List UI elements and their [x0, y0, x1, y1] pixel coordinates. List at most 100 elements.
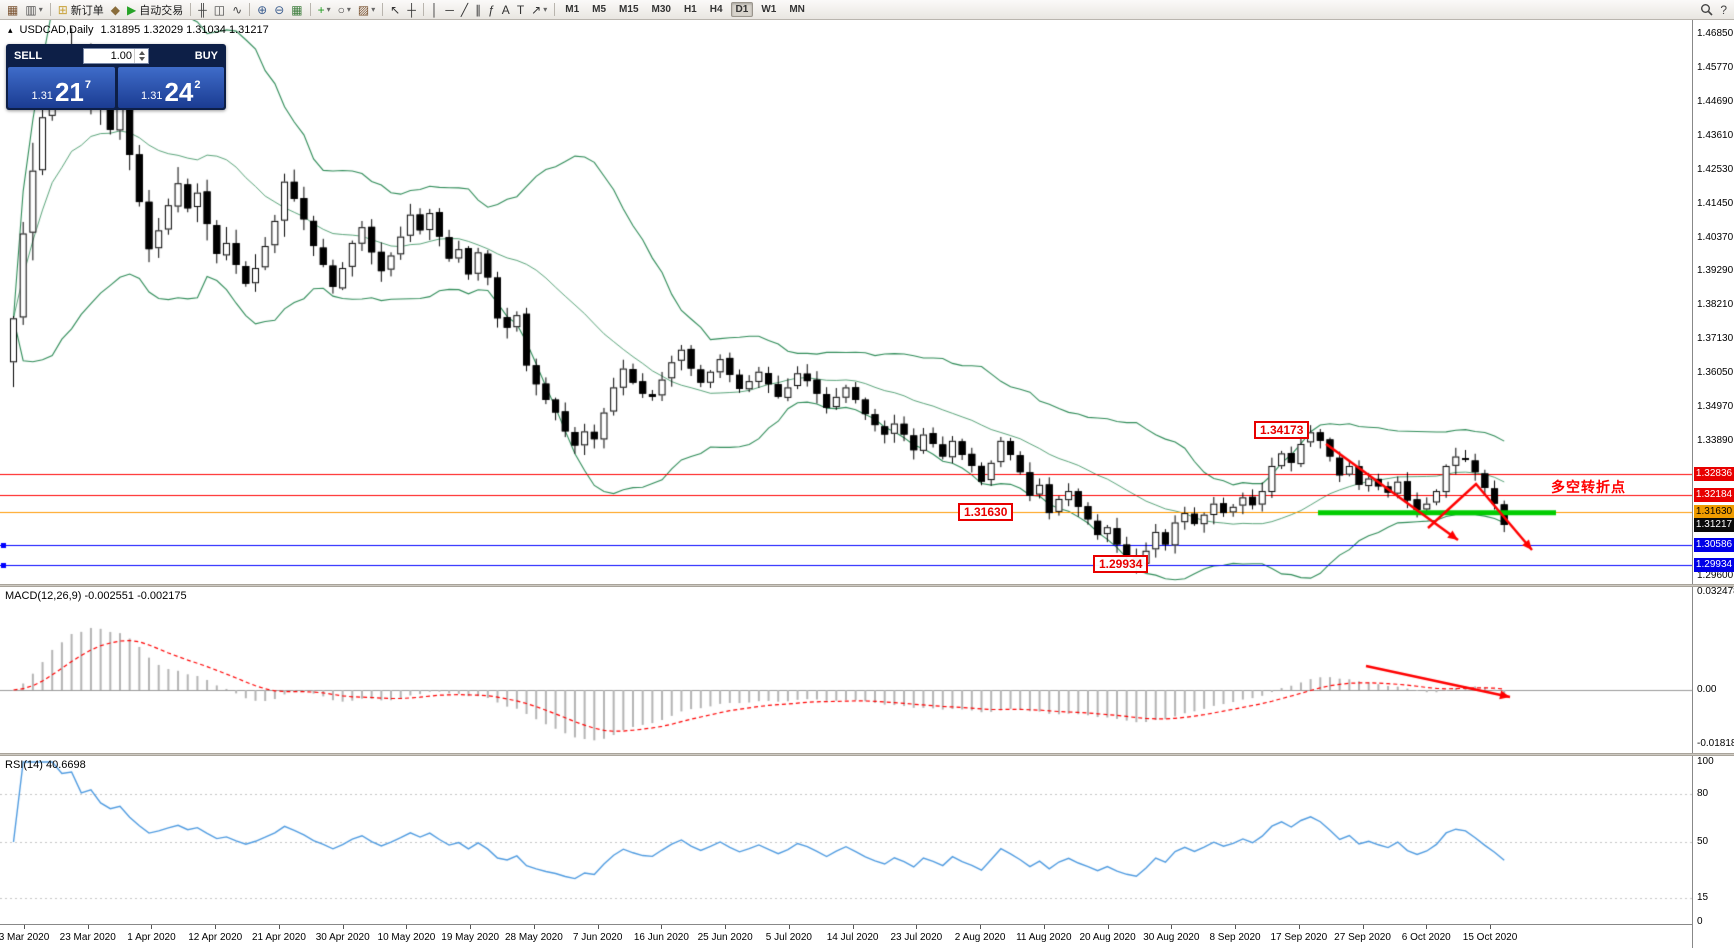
rsi-canvas[interactable]	[0, 756, 1692, 924]
date-label: 3 Mar 2020	[0, 932, 50, 943]
date-label: 7 Jun 2020	[572, 932, 623, 943]
macd-scale-label: 0.032478	[1697, 586, 1734, 597]
search-icon[interactable]	[1697, 1, 1716, 18]
price-tick: 1.46850	[1697, 28, 1734, 39]
autotrading-button[interactable]: ▶ 自动交易	[127, 2, 184, 17]
date-tick	[1490, 925, 1492, 929]
date-tick	[1298, 925, 1300, 929]
date-tick	[1362, 925, 1364, 929]
volume-spinner	[134, 49, 148, 63]
price-tick: 1.36050	[1697, 367, 1734, 379]
timeframe-h4[interactable]: H4	[709, 4, 723, 15]
macd-scale-label: -0.018182	[1697, 738, 1734, 749]
channel-icon[interactable]: ∥	[475, 2, 482, 17]
date-tick	[980, 925, 982, 929]
date-label: 11 Aug 2020	[1016, 932, 1072, 943]
timeframe-m15[interactable]: M15	[619, 4, 639, 15]
candlestick-icon[interactable]: ◫	[213, 2, 226, 17]
horizontal-line-icon[interactable]: ─	[445, 2, 454, 17]
toolbar-separator	[309, 3, 311, 16]
date-label: 1 Apr 2020	[127, 932, 176, 943]
price-annotation-134173[interactable]: 1.34173	[1254, 421, 1310, 439]
timeframe-d1[interactable]: D1	[730, 2, 754, 17]
macd-canvas[interactable]	[0, 587, 1692, 753]
price-tick: 1.38210	[1697, 299, 1734, 311]
rsi-scale-label: 100	[1697, 756, 1714, 767]
date-tick	[1171, 925, 1173, 929]
vertical-line-icon[interactable]: │	[430, 2, 439, 17]
price-tick: 1.41450	[1697, 197, 1734, 209]
date-label: 14 Jul 2020	[826, 932, 879, 943]
date-axis[interactable]: 3 Mar 2020 23 Mar 2020 1 Apr 2020 12 Apr 20…	[0, 924, 1692, 948]
sell-label[interactable]: SELL	[14, 50, 43, 62]
new-chart-icon[interactable]: ▦	[7, 2, 19, 17]
price-tick: 1.29600	[1697, 569, 1734, 581]
volume-down-icon[interactable]	[138, 57, 145, 61]
date-tick	[1107, 925, 1109, 929]
panel-separator[interactable]	[0, 584, 1734, 587]
chart-profiles-icon[interactable]: ▥ ▾	[25, 2, 43, 17]
panel-separator[interactable]	[0, 753, 1734, 756]
zoom-in-icon[interactable]: ⊕	[257, 2, 268, 17]
date-label: 20 Aug 2020	[1079, 932, 1136, 943]
price-chart-canvas[interactable]	[0, 20, 1692, 584]
volume-up-icon[interactable]	[138, 51, 145, 55]
new-order-button[interactable]: ⊞ 新订单	[57, 2, 104, 17]
collapse-icon[interactable]: ▴	[8, 24, 13, 35]
periods-button[interactable]: ○ ▾	[337, 2, 351, 17]
date-label: 19 May 2020	[441, 932, 500, 943]
date-tick	[725, 925, 727, 929]
sell-price-pips: 21	[54, 77, 84, 107]
date-tick	[87, 925, 89, 929]
price-tick: 1.40370	[1697, 231, 1734, 243]
timeframe-m30[interactable]: M30	[651, 4, 671, 15]
price-scale[interactable]: 1.46850 1.45770 1.44690 1.43610 1.42530 1.414…	[1692, 20, 1734, 948]
turning-point-note[interactable]: 多空转折点	[1551, 479, 1626, 495]
date-label: 25 Jun 2020	[697, 932, 753, 943]
buy-price-point: 2	[194, 79, 201, 91]
price-annotation-129934[interactable]: 1.29934	[1093, 555, 1149, 573]
templates-button[interactable]: ▨ ▾	[357, 2, 376, 17]
crosshair-icon[interactable]: ┼	[407, 2, 416, 17]
date-label: 21 Apr 2020	[251, 932, 306, 943]
toolbar-separator	[422, 3, 424, 16]
timeframe-w1[interactable]: W1	[761, 4, 777, 15]
cursor-icon[interactable]: ↖	[390, 2, 401, 17]
timeframe-m5[interactable]: M5	[592, 4, 607, 15]
date-tick	[278, 925, 280, 929]
bar-chart-icon[interactable]: ╫	[198, 2, 207, 17]
fibonacci-icon[interactable]: ƒ	[488, 2, 495, 17]
price-tick: 1.43610	[1697, 129, 1734, 141]
timeframe-h1[interactable]: H1	[683, 4, 697, 15]
expert-advisors-icon[interactable]: ◆	[110, 2, 120, 17]
date-tick	[470, 925, 472, 929]
tile-windows-icon[interactable]: ▦	[291, 2, 303, 17]
volume-input[interactable]	[84, 50, 134, 62]
date-label: 5 Jul 2020	[765, 932, 812, 943]
price-tick: 1.44690	[1697, 95, 1734, 107]
sell-price-point: 7	[84, 79, 91, 91]
sell-button[interactable]: 1.31 21 7	[8, 67, 115, 108]
timeframe-mn[interactable]: MN	[789, 4, 805, 15]
chart-ohlc-values: 1.31895 1.32029 1.31034 1.31217	[100, 24, 269, 36]
timeframe-m1[interactable]: M1	[565, 4, 580, 15]
trendline-icon[interactable]: ╱	[460, 2, 469, 17]
line-chart-icon[interactable]: ∿	[232, 2, 243, 17]
price-annotation-131630[interactable]: 1.31630	[958, 503, 1014, 521]
chart-symbol-label: USDCAD,Daily	[19, 24, 94, 36]
date-label: 23 Mar 2020	[59, 932, 116, 943]
date-tick	[1426, 925, 1428, 929]
date-label: 6 Oct 2020	[1401, 932, 1451, 943]
text-icon[interactable]: A	[501, 2, 510, 17]
zoom-out-icon[interactable]: ⊖	[274, 2, 285, 17]
rsi-scale-label: 15	[1697, 892, 1709, 903]
buy-button[interactable]: 1.31 24 2	[117, 67, 224, 108]
price-tick: 1.39290	[1697, 265, 1734, 277]
arrows-button[interactable]: ↗ ▾	[531, 2, 548, 17]
help-icon[interactable]: ?	[1720, 2, 1727, 17]
indicators-button[interactable]: + ▾	[317, 2, 331, 17]
text-label-icon[interactable]: T	[516, 2, 525, 17]
price-level-chip: 1.31630	[1694, 505, 1734, 520]
buy-label[interactable]: BUY	[194, 50, 218, 62]
